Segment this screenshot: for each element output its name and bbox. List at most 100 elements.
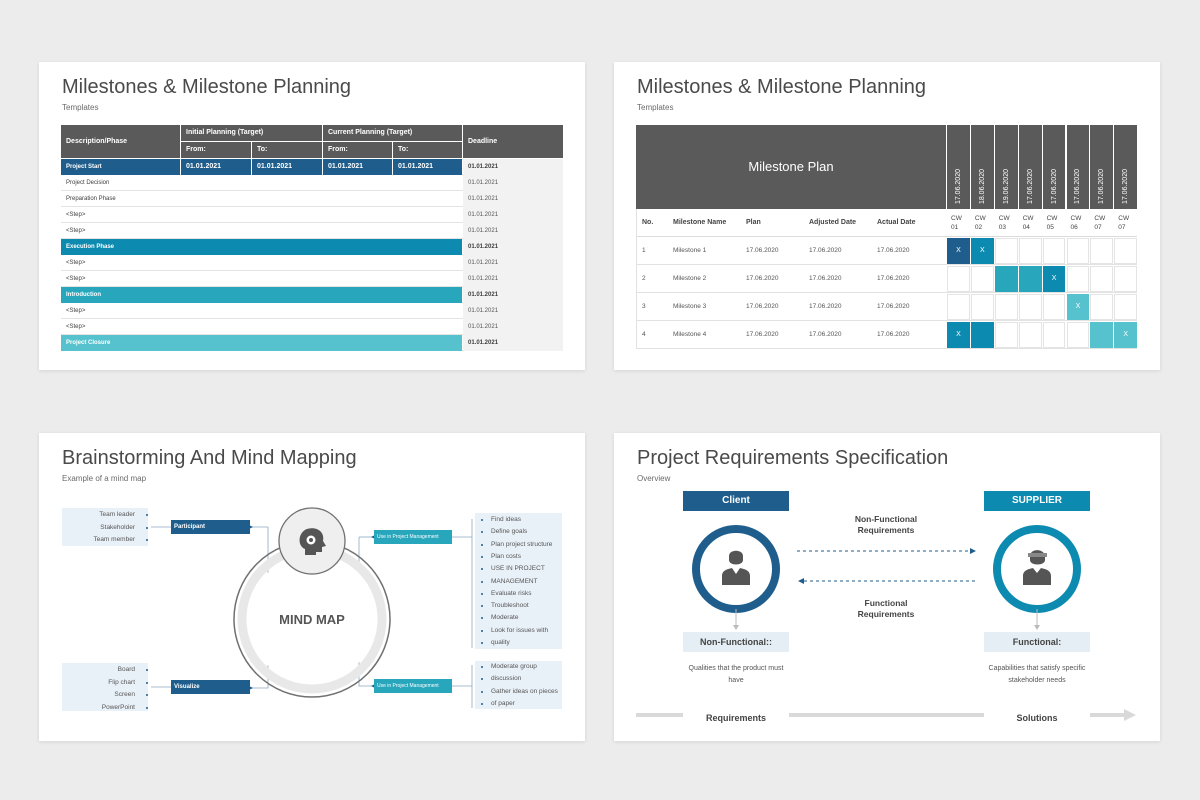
visualize-pill: Visualize — [171, 680, 250, 694]
slide-milestone-planning-table[interactable]: Milestones & Milestone Planning Template… — [39, 62, 585, 370]
date-header-cell: 17.06.2020 — [1066, 125, 1090, 209]
functional-requirements-label: Functional Requirements — [826, 598, 946, 620]
deadline-cell: 01.01.2021 — [463, 335, 563, 351]
bottom-bar-middle — [789, 713, 984, 717]
row-adjusted: 17.06.2020 — [809, 247, 842, 254]
milestone-mark: X — [1051, 275, 1057, 282]
solutions-label: Solutions — [1016, 713, 1058, 723]
bullet-dot — [481, 629, 483, 632]
list-item: Plan project structure — [491, 540, 553, 548]
slide-requirements-spec[interactable]: Project Requirements Specification Overv… — [614, 433, 1160, 741]
slide-subtitle: Templates — [637, 103, 674, 112]
slide-subtitle: Overview — [637, 474, 671, 483]
header-to-current: To: — [393, 142, 462, 158]
supplier-person-icon — [1023, 550, 1051, 585]
milestone-mark: X — [980, 247, 985, 254]
list-item: Flip chart — [108, 678, 135, 686]
date-header-text: 17.06.2020 — [1122, 168, 1130, 204]
list-item: Gather ideas on pieces — [491, 687, 558, 695]
deadline-cell: 01.01.2021 — [463, 175, 563, 191]
label-line: Requirements — [857, 609, 915, 619]
bullet-dot — [146, 539, 148, 541]
mind-map-center-label: MIND MAP — [279, 612, 345, 627]
row-actual: 17.06.2020 — [877, 331, 910, 338]
list-item: of paper — [491, 699, 515, 707]
date-header-text: 17.06.2020 — [1098, 168, 1106, 204]
row-name: Milestone 4 — [673, 331, 707, 338]
list-item: Board — [117, 666, 135, 673]
cw-label: CW — [1046, 215, 1058, 222]
timeline-cell — [1066, 238, 1090, 264]
cw-label: CW — [1070, 215, 1082, 222]
arrow-head — [249, 686, 253, 690]
pm-bottom-pill: Use in Project Management — [374, 679, 452, 693]
desc-line: Capabilities that satisfy specific — [988, 665, 1086, 672]
timeline-cell — [970, 294, 994, 320]
timeline-cell — [1066, 266, 1090, 292]
label-line: Requirements — [857, 525, 915, 535]
slide-milestone-plan-gantt[interactable]: Milestones & Milestone Planning Template… — [614, 62, 1160, 370]
date-header-text: 17.06.2020 — [1050, 168, 1058, 204]
slide-mind-map[interactable]: Brainstorming And Mind Mapping Example o… — [39, 433, 585, 741]
client-down-arrow — [733, 625, 739, 630]
row-actual: 17.06.2020 — [877, 303, 910, 310]
bullet-dot — [481, 555, 483, 558]
timeline-cell: X — [970, 238, 994, 264]
timeline-cell — [994, 238, 1018, 264]
deadline-cell: 01.01.2021 — [463, 223, 563, 239]
phase-label: <Step> — [66, 276, 86, 282]
row-plan: 17.06.2020 — [746, 331, 779, 338]
list-item: Troubleshoot — [491, 602, 529, 610]
timeline-cell: X — [1042, 266, 1066, 292]
table-row: Execution Phase 01.01.2021 — [61, 239, 563, 255]
non-functional-arrow-head — [970, 548, 976, 554]
timeline-cell — [1042, 294, 1066, 320]
date-header-text: 17.06.2020 — [954, 168, 962, 204]
bullet-dot — [481, 678, 483, 681]
supplier-down-arrow — [1034, 625, 1040, 630]
cw-label: CW — [1094, 215, 1106, 222]
date-header-text: 17.06.2020 — [1026, 168, 1034, 204]
slide-title: Milestones & Milestone Planning — [62, 76, 352, 98]
list-item: MANAGEMENT — [491, 577, 538, 585]
connector-line — [358, 653, 373, 687]
deadline-cell: 01.01.2021 — [463, 303, 563, 319]
bullet-dot — [481, 642, 483, 644]
timeline-cell: X — [1066, 294, 1090, 320]
header-from-initial: From: — [181, 142, 251, 158]
client-non-functional-label: Non-Functional:: — [683, 632, 789, 652]
date-header-text: 17.06.2020 — [1074, 168, 1082, 204]
timeline-cell — [1042, 322, 1066, 348]
list-item: Define goals — [491, 528, 528, 536]
inner-disc — [248, 555, 376, 683]
phase-label: <Step> — [66, 260, 86, 266]
list-item: Moderate group — [491, 663, 537, 670]
supplier-header: SUPPLIER — [984, 491, 1090, 511]
desc-line: have — [728, 677, 744, 684]
deadline-cell: 01.01.2021 — [463, 191, 563, 207]
phase-label: <Step> — [66, 228, 86, 234]
phase-label: Introduction — [61, 287, 462, 303]
milestone-mark: X — [956, 247, 961, 254]
cw-label: CW — [1022, 215, 1034, 222]
head-gear-icon — [299, 528, 326, 555]
deadline-cell: 01.01.2021 — [463, 255, 563, 271]
deadline-cell: 01.01.2021 — [463, 239, 563, 255]
cw-number: 04 — [1022, 224, 1030, 231]
timeline-cell — [1090, 322, 1114, 348]
column-header: Plan — [746, 219, 761, 226]
header-from-current: From: — [323, 142, 392, 158]
timeline-cell: X — [1114, 322, 1138, 348]
deadline-cell: 01.01.2021 — [463, 287, 563, 303]
timeline-cell — [1114, 294, 1138, 320]
non-functional-requirements-label: Non-Functional Requirements — [826, 514, 946, 536]
label-line: Non-Functional — [854, 514, 918, 524]
bullet-dot — [481, 690, 483, 693]
column-header: No. — [642, 219, 654, 226]
phase-label: Project Decision — [66, 180, 110, 186]
timeline-cell — [1114, 238, 1138, 264]
list-item: quality — [491, 639, 510, 646]
list-item: Moderate — [491, 614, 519, 622]
slide-subtitle: Example of a mind map — [62, 474, 147, 483]
table-row: <Step> 01.01.2021 — [61, 255, 563, 271]
